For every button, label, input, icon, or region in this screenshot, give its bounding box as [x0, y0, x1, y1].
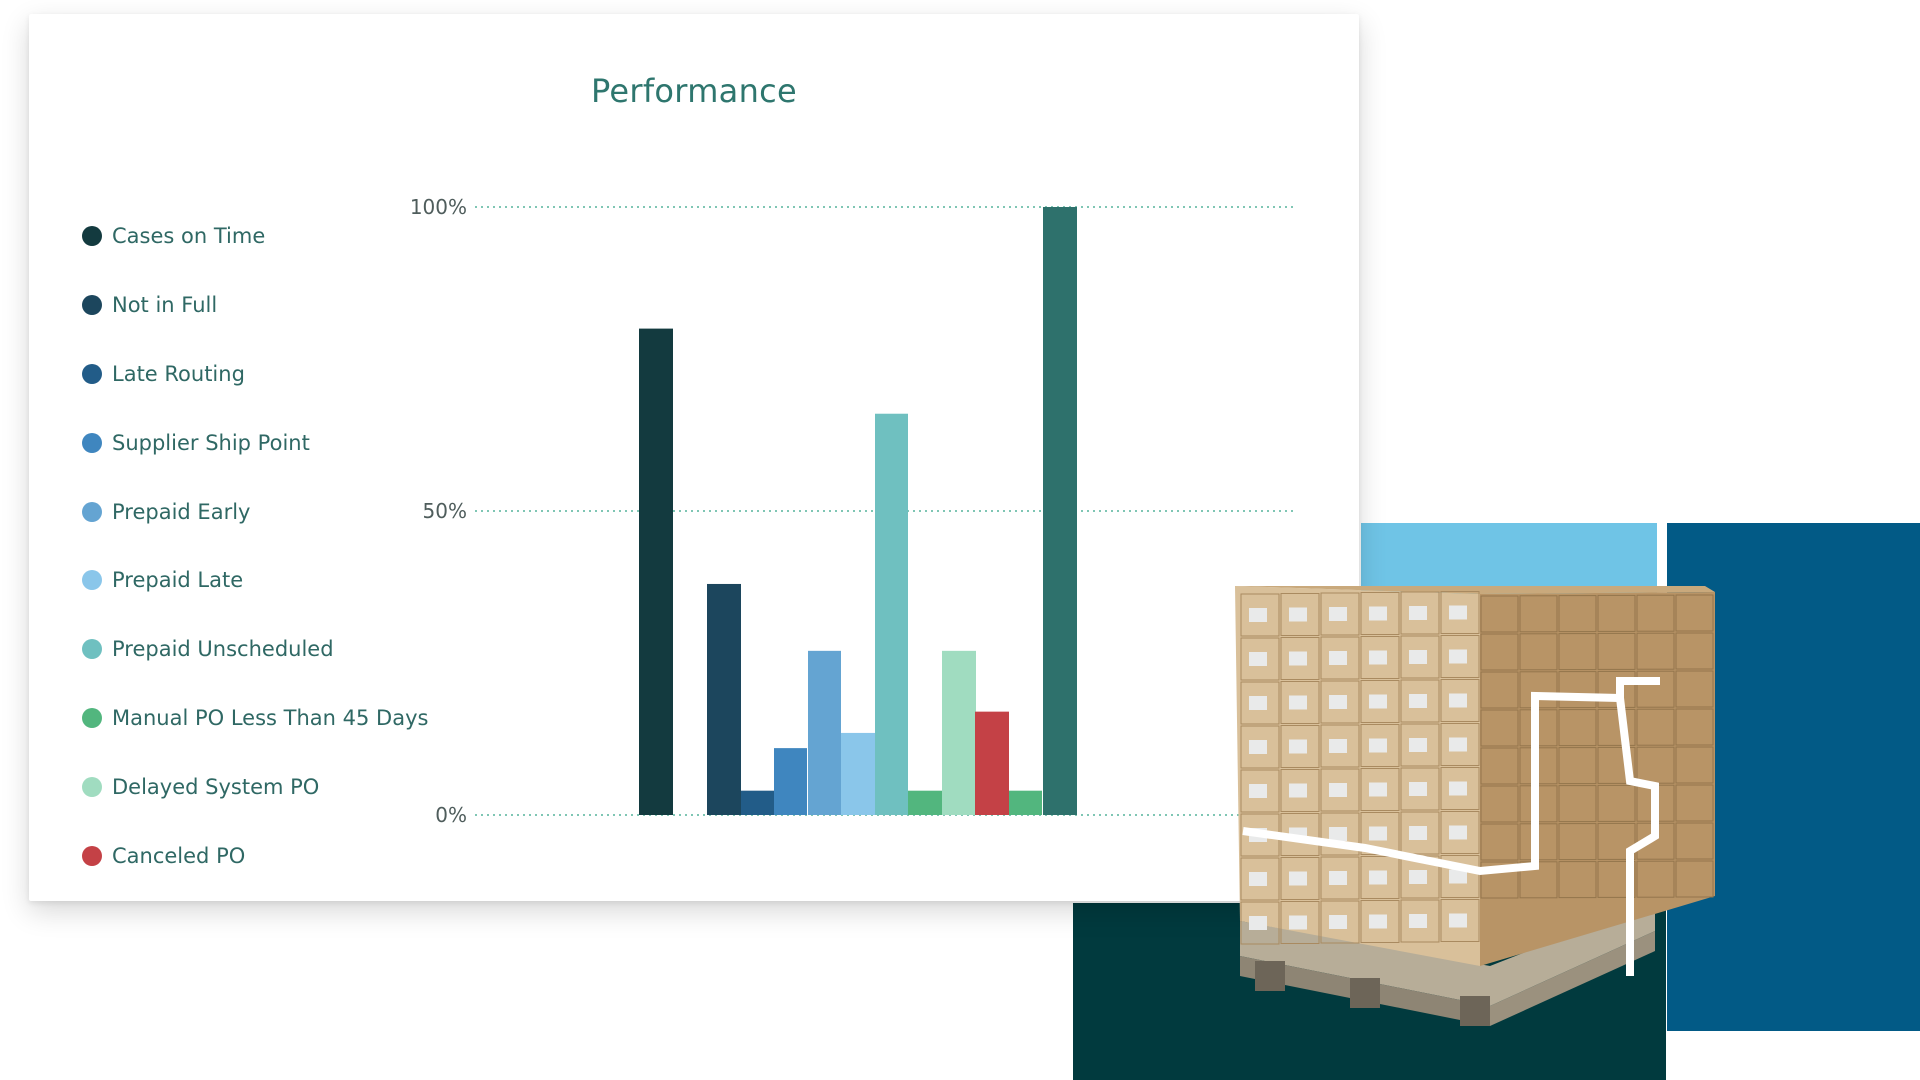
legend-swatch — [82, 570, 102, 591]
legend-item: Late Routing — [82, 340, 428, 409]
legend-label: Delayed System PO — [112, 774, 320, 799]
legend-item: Prepaid Early — [82, 477, 428, 546]
performance-chart-card: Performance Cases on Time Not in Full Late… — [29, 14, 1359, 901]
bar — [741, 790, 775, 815]
legend-item: Cases on Time — [82, 202, 428, 271]
bar — [975, 711, 1009, 815]
legend-swatch — [82, 432, 102, 453]
bar — [875, 413, 908, 815]
legend-item: Prepaid Unscheduled — [82, 615, 428, 684]
legend-item: Delayed System PO — [82, 752, 428, 821]
bar-chart-plot: 0% 50% 100% — [410, 195, 1295, 827]
legend-label: Canceled PO — [112, 843, 246, 868]
legend-item: Supplier Ship Point — [82, 408, 428, 477]
bar — [908, 790, 942, 815]
bar — [808, 650, 841, 815]
legend-item: Canceled PO — [82, 821, 428, 890]
chart-title: Performance — [590, 72, 798, 110]
y-tick-label: 100% — [410, 195, 467, 219]
chart-legend: Cases on Time Not in Full Late Routing Supp… — [82, 202, 428, 890]
legend-label: Prepaid Early — [112, 499, 251, 524]
legend-label: Cases on Time — [112, 224, 266, 249]
y-tick-label: 0% — [435, 803, 467, 827]
bar — [707, 583, 741, 815]
legend-item: Prepaid Late — [82, 546, 428, 615]
legend-item: Manual PO Less Than 45 Days — [82, 684, 428, 753]
legend-swatch — [82, 363, 102, 384]
legend-label: Manual PO Less Than 45 Days — [112, 705, 429, 730]
legend-swatch — [82, 707, 102, 728]
bar — [841, 732, 875, 815]
bar — [1009, 790, 1042, 815]
legend-swatch — [82, 226, 102, 247]
legend-swatch — [82, 501, 102, 522]
pallet-of-boxes-icon — [1235, 586, 1715, 1026]
bar — [1043, 207, 1077, 815]
legend-label: Supplier Ship Point — [112, 430, 310, 455]
legend-swatch — [82, 845, 102, 866]
legend-swatch — [82, 776, 102, 797]
legend-swatch — [82, 639, 102, 660]
y-tick-label: 50% — [423, 499, 467, 523]
legend-label: Late Routing — [112, 361, 245, 386]
legend-item: Not in Full — [82, 271, 428, 340]
bar — [639, 328, 673, 815]
bar — [774, 748, 807, 815]
legend-swatch — [82, 295, 102, 316]
legend-label: Prepaid Late — [112, 568, 244, 593]
legend-label: Prepaid Unscheduled — [112, 637, 334, 662]
bar — [942, 650, 976, 815]
legend-label: Not in Full — [112, 293, 218, 318]
